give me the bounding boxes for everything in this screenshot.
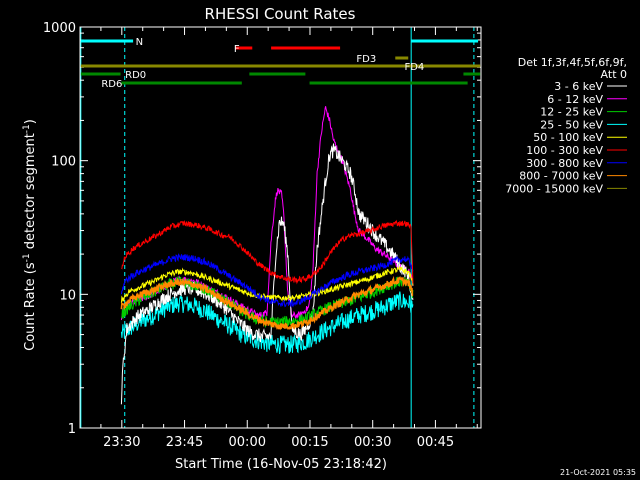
- series-line-6: [120, 253, 414, 308]
- legend-header-line1: Det 1f,3f,4f,5f,6f,9f,: [518, 56, 627, 69]
- legend-header-line2: Att 0: [601, 68, 627, 81]
- y-axis-label-main: Count Rate (s: [23, 262, 38, 351]
- footer-timestamp: 21-Oct-2021 05:35: [560, 468, 636, 477]
- x-tick-label-3: 00:15: [291, 435, 328, 450]
- y-tick-label-0: 1: [68, 422, 76, 437]
- y-axis-label-sup2: -1: [22, 124, 32, 133]
- series-line-3: [120, 291, 414, 355]
- series-line-4: [120, 265, 414, 304]
- plot-frame: [79, 26, 482, 429]
- y-axis-label-mid: detector segment: [23, 133, 38, 253]
- legend-label-2: 12 - 25 keV: [540, 106, 603, 119]
- flag-label-RD6: RD6: [101, 79, 122, 90]
- legend-label-3: 25 - 50 keV: [540, 118, 603, 131]
- legend: Det 1f,3f,4f,5f,6f,9f, Att 0 3 - 6 keV6 …: [505, 56, 627, 195]
- x-axis-label: Start Time (16-Nov-05 23:18:42): [175, 457, 387, 472]
- y-tick-label-1: 10: [59, 288, 76, 303]
- series-line-0: [120, 143, 414, 405]
- flag-label-F: F: [234, 44, 240, 55]
- legend-label-7: 800 - 7000 keV: [519, 170, 603, 183]
- flag-label-FD4: FD4: [404, 62, 424, 73]
- y-axis-label: Count Rate (s-1 detector segment-1): [22, 119, 38, 351]
- chart-title: RHESSI Count Rates: [205, 5, 356, 23]
- x-tick-label-5: 00:45: [417, 435, 454, 450]
- legend-label-5: 100 - 300 keV: [526, 144, 603, 157]
- y-tick-label-3: 1000: [43, 21, 76, 36]
- axes: 1 10 100 1000 23:30 23:45 00:00 00:15 00:30 00:45: [43, 21, 482, 450]
- x-tick-label-4: 00:30: [354, 435, 391, 450]
- flag-label-FD3: FD3: [356, 54, 376, 65]
- legend-label-6: 300 - 800 keV: [526, 157, 603, 170]
- series-line-5: [121, 219, 414, 285]
- legend-label-1: 6 - 12 keV: [547, 93, 603, 106]
- x-tick-label-0: 23:30: [103, 435, 140, 450]
- flag-label-RD0: RD0: [125, 70, 146, 81]
- x-tick-label-1: 23:45: [166, 435, 203, 450]
- y-axis-label-end: ): [23, 119, 38, 124]
- legend-label-8: 7000 - 15000 keV: [505, 182, 603, 195]
- plot-area: [80, 27, 475, 428]
- y-tick-label-2: 100: [51, 155, 76, 170]
- legend-label-4: 50 - 100 keV: [533, 131, 603, 144]
- series-line-7: [120, 275, 414, 331]
- y-axis-label-sup1: -1: [22, 253, 32, 262]
- flag-label-N: N: [136, 37, 143, 48]
- legend-label-0: 3 - 6 keV: [554, 80, 603, 93]
- x-tick-label-2: 00:00: [229, 435, 266, 450]
